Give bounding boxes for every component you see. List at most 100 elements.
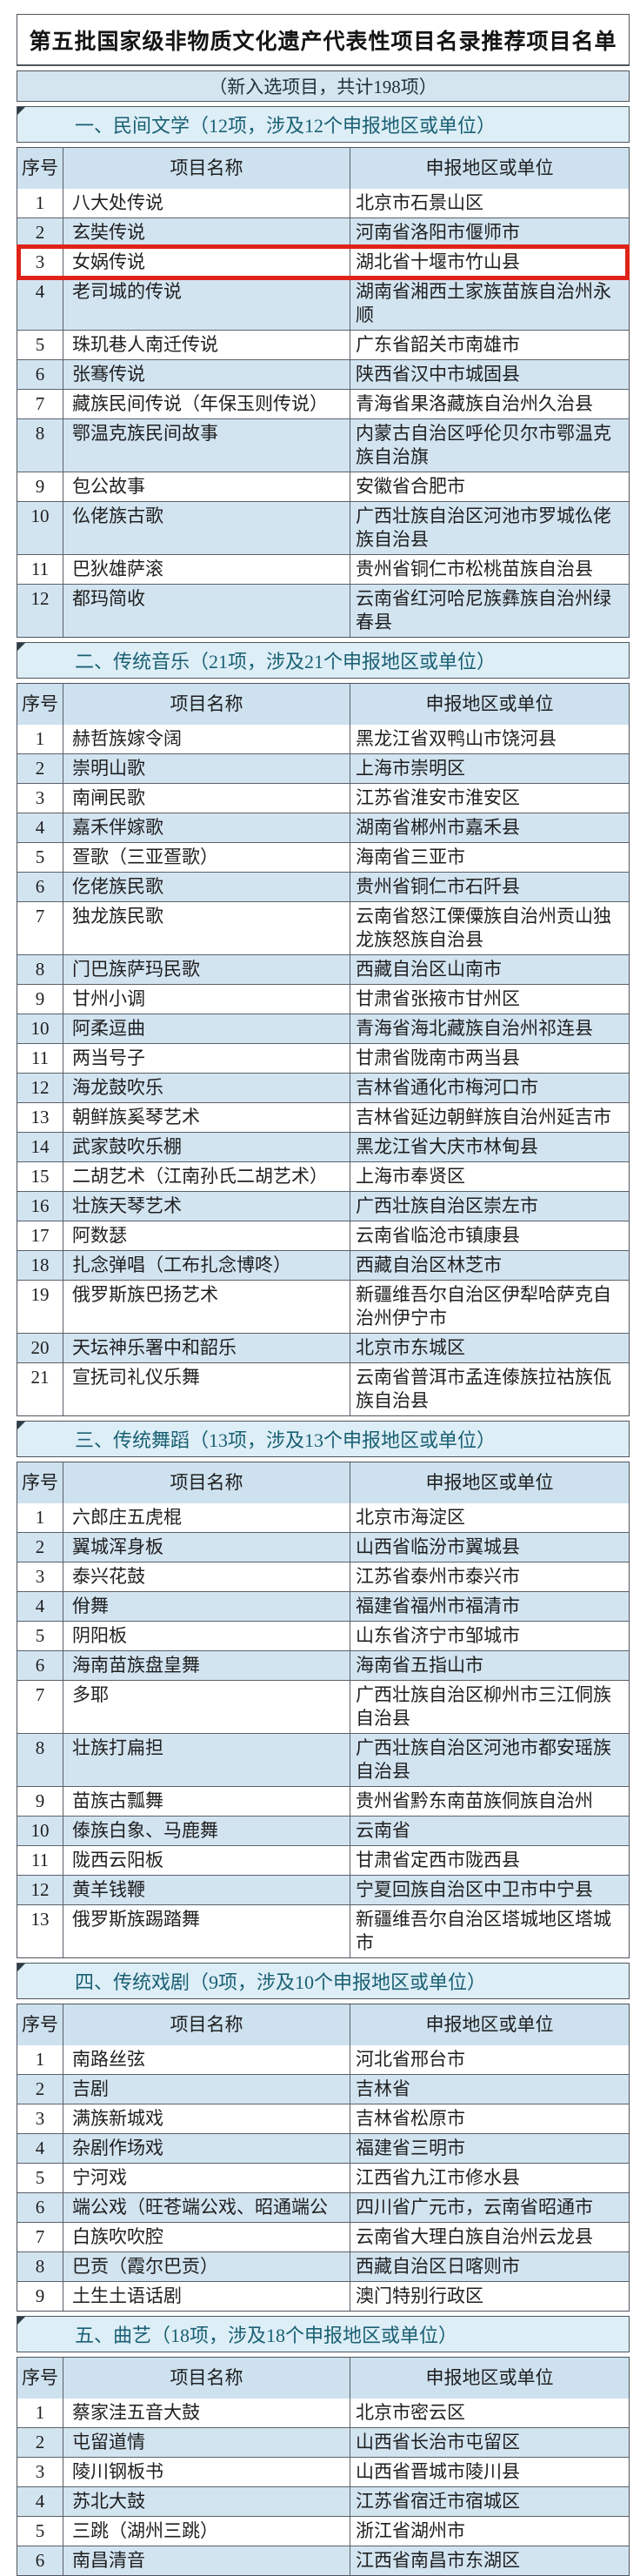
document-subtitle-box: （新入选项目，共计198项） <box>17 70 630 102</box>
column-header-region: 申报地区或单位 <box>425 157 554 178</box>
section: 五、曲艺（18项，涉及18个申报地区或单位） 序号 项目名称 申报地区或单位 1… <box>17 2316 630 2576</box>
row-no-cell: 13 <box>17 1905 63 1957</box>
table-row: 6 南昌清音 江西省南昌市东湖区 <box>17 2546 629 2575</box>
table-row: 5 阴阳板 山东省济宁市邹城市 <box>17 1621 629 1650</box>
section-table-body: 1 蔡家洼五音大鼓 北京市密云区 2 屯留道情 山西省长治市屯留区 3 陵川钢板… <box>17 2399 629 2575</box>
project-name-cell: 南闸民歌 <box>63 784 350 813</box>
corner-fold-icon <box>17 107 25 115</box>
region-cell: 湖北省十堰市竹山县 <box>356 251 520 272</box>
region-cell: 河北省邢台市 <box>356 2049 465 2070</box>
project-name-cell: 满族新城戏 <box>63 2104 350 2133</box>
table-row: 17 阿数瑟 云南省临沧市镇康县 <box>17 1221 629 1250</box>
table-row: 21 宣抚司礼仪乐舞 云南省普洱市孟连傣族拉祜族佤族自治县 <box>17 1362 629 1415</box>
region-cell: 吉林省通化市梅河口市 <box>356 1077 538 1098</box>
table-row: 7 多耶 广西壮族自治区柳州市三江侗族自治县 <box>17 1680 629 1733</box>
table-row: 9 土生土语话剧 澳门特别行政区 <box>17 2281 629 2311</box>
section: 四、传统戏剧（9项，涉及10个申报地区或单位） 序号 项目名称 申报地区或单位 … <box>17 1963 630 2312</box>
project-name-cell: 海龙鼓吹乐 <box>63 1074 350 1102</box>
row-no-cell: 12 <box>17 585 63 637</box>
section-table-body: 1 六郎庄五虎棍 北京市海淀区 2 翼城浑身板 山西省临汾市翼城县 3 泰兴花鼓… <box>17 1503 629 1957</box>
row-no-cell: 3 <box>17 2104 63 2133</box>
column-header-no: 序号 <box>17 684 63 725</box>
region-cell: 新疆维吾尔自治区伊犁哈萨克自治州伊宁市 <box>356 1284 611 1328</box>
project-name-cell: 二胡艺术（江南孙氏二胡艺术） <box>63 1162 350 1191</box>
table-row: 2 翼城浑身板 山西省临汾市翼城县 <box>17 1532 629 1562</box>
table-row: 10 傣族白象、马鹿舞 云南省 <box>17 1816 629 1845</box>
section-heading: 四、传统戏剧（9项，涉及10个申报地区或单位） <box>17 1963 630 1999</box>
project-name-cell: 武家鼓吹乐棚 <box>63 1133 350 1161</box>
region-cell: 甘肃省陇南市两当县 <box>356 1047 520 1068</box>
section-heading: 三、传统舞蹈（13项，涉及13个申报地区或单位） <box>17 1421 630 1457</box>
table-row: 13 朝鲜族奚琴艺术 吉林省延边朝鲜族自治州延吉市 <box>17 1102 629 1132</box>
region-cell: 宁夏回族自治区中卫市中宁县 <box>356 1879 593 1900</box>
column-header-name: 项目名称 <box>63 684 350 725</box>
project-name-cell: 崇明山歌 <box>63 754 350 783</box>
region-cell: 云南省临沧市镇康县 <box>356 1225 520 1246</box>
column-header-region: 申报地区或单位 <box>425 693 554 714</box>
region-cell: 河南省洛阳市偃师市 <box>356 222 520 243</box>
row-no-cell: 9 <box>17 985 63 1014</box>
project-name-cell: 宁河戏 <box>63 2164 350 2192</box>
region-cell: 贵州省铜仁市松桃苗族自治县 <box>356 559 593 579</box>
row-no-cell: 7 <box>17 902 63 954</box>
project-name-cell: 杂剧作场戏 <box>63 2134 350 2163</box>
project-name-cell: 天坛神乐署中和韶乐 <box>63 1334 350 1362</box>
row-no-cell: 15 <box>17 1162 63 1191</box>
table-row: 12 海龙鼓吹乐 吉林省通化市梅河口市 <box>17 1073 629 1102</box>
table-row: 2 屯留道情 山西省长治市屯留区 <box>17 2427 629 2457</box>
table-row: 3 满族新城戏 吉林省松原市 <box>17 2104 629 2133</box>
region-cell: 广西壮族自治区柳州市三江侗族自治县 <box>356 1684 611 1729</box>
section-table-body: 1 赫哲族嫁令阔 黑龙江省双鸭山市饶河县 2 崇明山歌 上海市崇明区 3 南闸民… <box>17 725 629 1415</box>
row-no-cell: 3 <box>17 1562 63 1591</box>
row-no-cell: 8 <box>17 419 63 472</box>
table-row: 8 巴贡（霞尔巴贡） 西藏自治区日喀则市 <box>17 2251 629 2281</box>
column-header-no: 序号 <box>17 1462 63 1503</box>
row-no-cell: 10 <box>17 1817 63 1845</box>
table-row: 5 宁河戏 江西省九江市修水县 <box>17 2163 629 2192</box>
table-row: 6 仡佬族民歌 贵州省铜仁市石阡县 <box>17 872 629 901</box>
table-row: 13 俄罗斯族踢踏舞 新疆维吾尔自治区塔城地区塔城市 <box>17 1904 629 1957</box>
region-cell: 海南省五指山市 <box>356 1655 483 1676</box>
table-row: 1 八大处传说 北京市石景山区 <box>17 189 629 217</box>
row-no-cell: 4 <box>17 1592 63 1621</box>
row-no-cell: 1 <box>17 2399 63 2427</box>
table-row: 20 天坛神乐署中和韶乐 北京市东城区 <box>17 1333 629 1362</box>
table-row: 14 武家鼓吹乐棚 黑龙江省大庆市林甸县 <box>17 1132 629 1161</box>
project-name-cell: 朝鲜族奚琴艺术 <box>63 1103 350 1132</box>
project-name-cell: 巴贡（霞尔巴贡） <box>63 2252 350 2281</box>
row-no-cell: 6 <box>17 873 63 901</box>
region-cell: 西藏自治区林芝市 <box>356 1255 502 1275</box>
project-name-cell: 门巴族萨玛民歌 <box>63 955 350 984</box>
project-name-cell: 仡佬族民歌 <box>63 873 350 901</box>
region-cell: 云南省普洱市孟连傣族拉祜族佤族自治县 <box>356 1367 611 1411</box>
project-name-cell: 屯留道情 <box>63 2428 350 2457</box>
project-name-cell: 甘州小调 <box>63 985 350 1014</box>
row-no-cell: 5 <box>17 2517 63 2546</box>
section-heading-label: 五、曲艺（18项，涉及18个申报地区或单位） <box>75 2325 458 2346</box>
region-cell: 陕西省汉中市城固县 <box>356 364 520 385</box>
project-name-cell: 巴狄雄萨滚 <box>63 555 350 584</box>
section-table: 序号 项目名称 申报地区或单位 1 八大处传说 北京市石景山区 2 玄奘传说 河… <box>17 147 630 638</box>
row-no-cell: 1 <box>17 1503 63 1532</box>
row-no-cell: 2 <box>17 218 63 247</box>
project-name-cell: 两当号子 <box>63 1044 350 1073</box>
column-header-no: 序号 <box>17 2004 63 2045</box>
project-name-cell: 佾舞 <box>63 1592 350 1621</box>
table-header-row: 序号 项目名称 申报地区或单位 <box>17 2358 629 2399</box>
project-name-cell: 女娲传说 <box>63 248 350 277</box>
table-row: 3 陵川钢板书 山西省晋城市陵川县 <box>17 2457 629 2486</box>
table-row: 5 三跳（湖州三跳） 浙江省湖州市 <box>17 2516 629 2546</box>
row-no-cell: 11 <box>17 1044 63 1073</box>
table-row: 11 两当号子 甘肃省陇南市两当县 <box>17 1043 629 1073</box>
project-name-cell: 珠玑巷人南迁传说 <box>63 331 350 359</box>
project-name-cell: 黄羊钱鞭 <box>63 1876 350 1904</box>
project-name-cell: 俄罗斯族踢踏舞 <box>63 1905 350 1957</box>
project-name-cell: 嘉禾伴嫁歌 <box>63 813 350 842</box>
row-no-cell: 2 <box>17 1533 63 1562</box>
row-no-cell: 17 <box>17 1221 63 1250</box>
table-row: 11 巴狄雄萨滚 贵州省铜仁市松桃苗族自治县 <box>17 554 629 584</box>
region-cell: 广东省韶关市南雄市 <box>356 334 520 355</box>
row-no-cell: 11 <box>17 555 63 584</box>
section-heading: 五、曲艺（18项，涉及18个申报地区或单位） <box>17 2316 630 2352</box>
row-no-cell: 5 <box>17 331 63 359</box>
